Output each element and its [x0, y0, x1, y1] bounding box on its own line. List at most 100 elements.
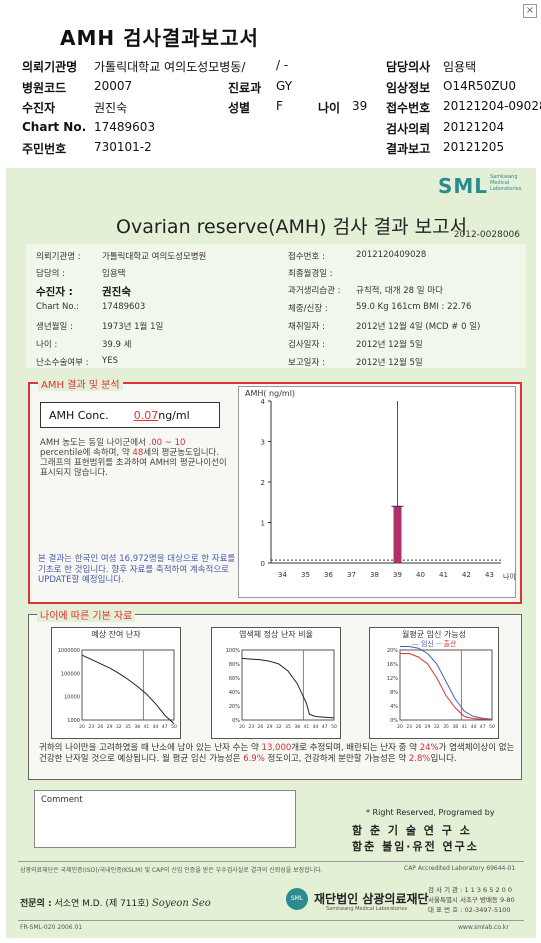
x-tick-label: 50 — [171, 724, 177, 730]
label-patient: 수진자 — [22, 101, 56, 115]
amh-conc-value: 0.07 — [133, 409, 159, 422]
info-right-label: 검사일자 : — [288, 340, 325, 350]
x-tick-label: 20 — [239, 724, 245, 730]
x-tick-label: 44 — [313, 724, 319, 730]
x-tick-label: 29 — [425, 724, 431, 730]
birth-pct: 2.8% — [408, 754, 431, 764]
x-tick-label: 35 — [443, 724, 449, 730]
y-tick-label: 12% — [387, 676, 398, 682]
label-test-request: 검사의뢰 — [386, 122, 431, 136]
label-result-report: 결과보고 — [386, 142, 431, 156]
foundation-name: 재단법인 삼광의료재단 — [314, 892, 429, 906]
age-data-section: 나이에 따른 기본 자료 예상 잔여 난자 1000000 100000 10000… — [28, 607, 522, 780]
info-right-value: 규칙적, 대개 28 일 마다 — [356, 286, 443, 296]
mini-chart-title-2: 염색체 정상 난자 비율 — [239, 630, 313, 639]
foundation-logo-icon: SML — [286, 888, 308, 910]
y-tick-label: 100000 — [61, 671, 80, 677]
info-right-label: 접수번호 : — [288, 252, 325, 262]
y-tick-label: 2 — [261, 479, 265, 487]
x-tick-label: 32 — [434, 724, 440, 730]
amh-result-section: AMH 결과 및 분석 AMH Conc. 0.07ng/ml AMH 농도는 … — [28, 376, 522, 604]
value-dept-blank: / - — [276, 58, 289, 72]
value-doctor: 임용택 — [443, 60, 477, 74]
doctor-signature-line: 전문의 : 서소연 M.D. (제 711호) Soyeon Seo — [20, 898, 211, 909]
series-line — [400, 653, 493, 721]
x-tick-label: 20 — [397, 724, 403, 730]
y-tick-label: 20% — [229, 704, 240, 710]
value-chart-no: 17489603 — [94, 120, 156, 134]
value-department: GY — [276, 79, 293, 93]
report-number: 2012-0028006 — [453, 230, 520, 240]
info-right-value: 2012년 12월 5일 — [356, 340, 423, 350]
label-receipt-no: 접수번호 — [386, 101, 431, 115]
info-left-label: 나이 : — [36, 340, 58, 350]
contact-line-2: 서울특별시 서초구 방배동 9-80 — [428, 896, 515, 904]
age-section-title: 나이에 따른 기본 자료 — [37, 607, 136, 622]
x-tick-label: 39 — [393, 571, 402, 579]
remaining-eggs-value: 13,000 — [261, 743, 292, 753]
info-right-value: 2012년 12월 4일 (MCD # 0 일) — [356, 322, 481, 332]
contact-line-3: 대 표 번 호 : 02-3497-5100 — [428, 906, 511, 914]
info-left-value: YES — [102, 356, 118, 366]
x-tick-label: 44 — [153, 724, 159, 730]
sml-logo-sub: Samkwang Medical Laboratories — [490, 174, 522, 192]
info-left-label: 난소수술여부 : — [36, 358, 89, 368]
foundation-sub: Samkwang Medical Laboratories — [326, 906, 408, 912]
close-icon[interactable]: × — [523, 4, 537, 18]
info-right-value: 201212040​9028 — [356, 250, 427, 260]
x-tick-label: 42 — [462, 571, 471, 579]
x-tick-label: 35 — [285, 724, 291, 730]
y-tick-label: 60% — [229, 676, 240, 682]
plot-frame — [241, 649, 335, 721]
equivalent-age: 48 — [132, 448, 144, 458]
website-link[interactable]: www.smlab.co.kr — [458, 924, 509, 931]
label-hospital: 의뢰기관명 — [22, 60, 78, 74]
x-tick-label: 43 — [485, 571, 494, 579]
y-tick-label: 3 — [261, 439, 265, 447]
x-tick-label: 34 — [278, 571, 287, 579]
info-left-label: Chart No.: — [36, 302, 80, 312]
series-line — [400, 646, 493, 720]
x-tick-label: 29 — [107, 724, 113, 730]
y-tick-label: 1000000 — [58, 648, 80, 654]
x-tick-label: 35 — [125, 724, 131, 730]
x-tick-label: 41 — [304, 724, 310, 730]
info-left-value: 39.9 세 — [102, 340, 132, 350]
form-code: FR-SML-020 2006.01 — [20, 924, 83, 931]
amh-conc-label: AMH Conc. — [49, 409, 109, 422]
label-doctor: 담당의사 — [386, 60, 431, 74]
info-right-label: 과거생리습관 : — [288, 286, 341, 296]
x-tick-label: 38 — [370, 571, 379, 579]
info-left-value: 가톨릭대학교 여의도성모병원 — [102, 252, 207, 262]
y-tick-label: 0 — [261, 560, 265, 568]
y-tick-label: 10000 — [64, 695, 80, 701]
page-title: AMH 검사결과보고서 — [60, 26, 259, 50]
y-tick-label: 1 — [261, 520, 265, 528]
info-left-label: 생년월일 : — [36, 322, 73, 332]
info-right-value: 2012년 12월 5일 — [356, 358, 423, 368]
y-tick-label: 8% — [390, 690, 398, 696]
value-result-report: 20121205 — [443, 140, 505, 154]
x-tick-label: 50 — [331, 724, 337, 730]
footer-cap-text: CAP Accredited Laboratory 69644-01 — [404, 865, 516, 872]
info-left-value: 17489603 — [102, 302, 146, 312]
amh-chart: AMH( ng/ml) 0 1 2 3 4 34 35 36 37 38 39 40 41 42 43 나이 — [238, 386, 516, 598]
x-tick-label: 38 — [452, 724, 458, 730]
value-resident-no: 730101-2 — [94, 140, 152, 154]
value-age: 39 — [352, 99, 368, 113]
y-tick-label: 16% — [387, 662, 398, 668]
sml-logo: SML — [437, 174, 488, 198]
info-right-label: 채취일자 : — [288, 322, 325, 332]
normal-egg-ratio-chart: 염색체 정상 난자 비율 100% 80% 60% 40% 20% 0% 20 23 26 29 3… — [211, 627, 341, 739]
plot-frame — [81, 649, 175, 721]
x-tick-label: 36 — [324, 571, 333, 579]
x-tick-label: 50 — [489, 724, 495, 730]
x-tick-label: 41 — [439, 571, 448, 579]
age-summary-text: 귀하의 나이만을 고려하였을 때 난소에 남아 있는 난자 수는 약 13,00… — [39, 743, 515, 764]
legend-pregnancy: — 임신 — [411, 640, 434, 648]
x-tick-label: 38 — [294, 724, 300, 730]
info-left-value: 임용택 — [102, 269, 126, 279]
normal-egg-pct: 24% — [419, 743, 439, 753]
rights-text: * Right Reserved, Programed by — [366, 808, 495, 817]
